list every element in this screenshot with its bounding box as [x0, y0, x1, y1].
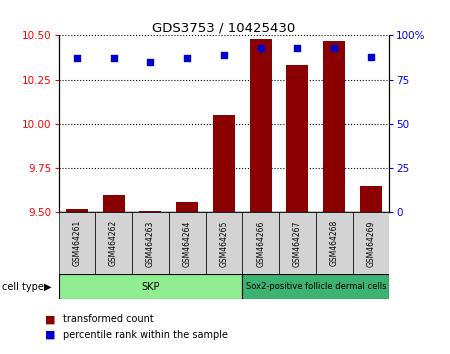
- Bar: [242, 274, 389, 299]
- Bar: [360, 186, 382, 212]
- Bar: [132, 212, 169, 274]
- Text: ■: ■: [45, 330, 55, 339]
- Point: [147, 59, 154, 65]
- Bar: [316, 212, 352, 274]
- Text: ■: ■: [45, 314, 55, 324]
- Text: GSM464264: GSM464264: [183, 220, 192, 267]
- Bar: [323, 41, 345, 212]
- Text: percentile rank within the sample: percentile rank within the sample: [63, 330, 228, 339]
- Bar: [250, 39, 272, 212]
- Text: transformed count: transformed count: [63, 314, 154, 324]
- Bar: [213, 115, 235, 212]
- Text: Sox2-positive follicle dermal cells: Sox2-positive follicle dermal cells: [246, 282, 386, 291]
- Bar: [58, 212, 95, 274]
- Bar: [169, 212, 206, 274]
- Text: GSM464265: GSM464265: [220, 220, 228, 267]
- Point: [73, 56, 81, 61]
- Text: GSM464267: GSM464267: [293, 220, 302, 267]
- Text: ▶: ▶: [44, 282, 52, 292]
- Text: cell type: cell type: [2, 282, 44, 292]
- Bar: [58, 274, 242, 299]
- Bar: [352, 212, 389, 274]
- Bar: [279, 212, 316, 274]
- Bar: [242, 212, 279, 274]
- Bar: [66, 209, 88, 212]
- Bar: [140, 211, 162, 212]
- Text: GSM464262: GSM464262: [109, 220, 118, 267]
- Point: [330, 45, 338, 51]
- Bar: [286, 65, 308, 212]
- Point: [184, 56, 191, 61]
- Point: [220, 52, 227, 58]
- Point: [367, 54, 374, 59]
- Bar: [103, 195, 125, 212]
- Bar: [95, 212, 132, 274]
- Point: [257, 45, 264, 51]
- Title: GDS3753 / 10425430: GDS3753 / 10425430: [152, 21, 296, 34]
- Bar: [206, 212, 242, 274]
- Point: [110, 56, 117, 61]
- Text: GSM464268: GSM464268: [329, 220, 338, 267]
- Text: GSM464263: GSM464263: [146, 220, 155, 267]
- Text: SKP: SKP: [141, 282, 160, 292]
- Text: GSM464269: GSM464269: [366, 220, 375, 267]
- Point: [294, 45, 301, 51]
- Text: GSM464261: GSM464261: [72, 220, 81, 267]
- Text: GSM464266: GSM464266: [256, 220, 265, 267]
- Bar: [176, 202, 198, 212]
